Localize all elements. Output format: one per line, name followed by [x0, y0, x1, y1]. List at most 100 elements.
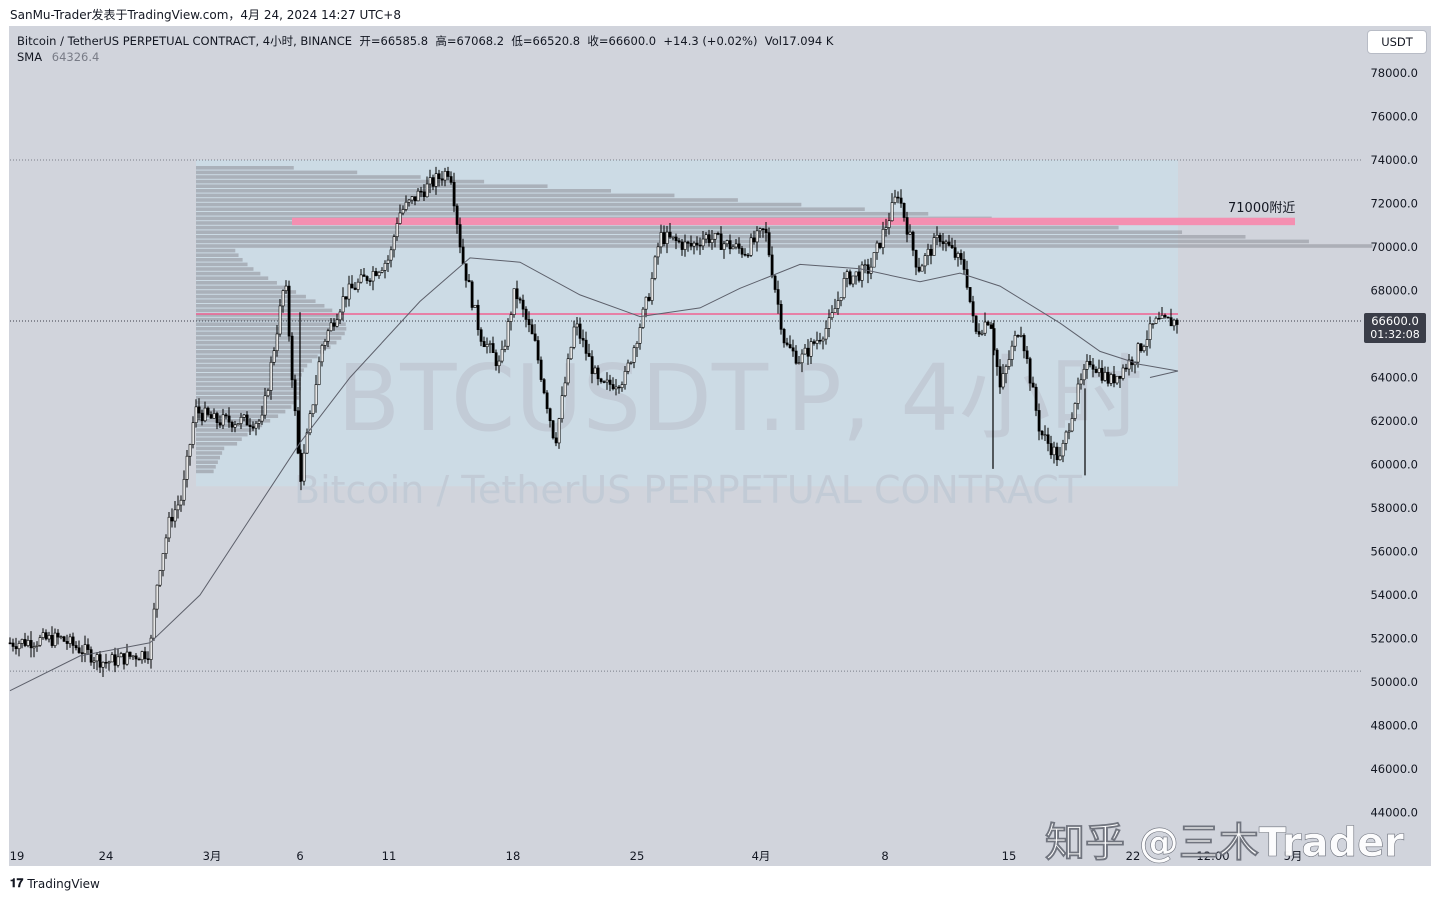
candle-body-40 — [128, 651, 132, 657]
volume-profile-bar-65 — [196, 465, 216, 469]
candle-body-180 — [548, 408, 552, 422]
tradingview-logo-icon: 𝟏𝟕 — [10, 876, 24, 890]
candle-body-106 — [326, 330, 330, 342]
candle-body-130 — [398, 212, 402, 224]
candle-body-361 — [1091, 364, 1095, 370]
candle-body-41 — [131, 655, 135, 658]
currency-button[interactable]: USDT — [1367, 30, 1427, 54]
x-tick-label: 19 — [10, 849, 25, 863]
candle-body-50 — [158, 570, 162, 586]
candle-body-275 — [833, 308, 837, 313]
footer-brand[interactable]: 𝟏𝟕 TradingView — [10, 876, 100, 891]
candle-body-152 — [464, 263, 468, 281]
y-tick-label: 60000.0 — [1370, 458, 1418, 472]
candle-body-268 — [812, 341, 816, 344]
candle-body-48 — [152, 608, 156, 639]
candle-body-132 — [404, 201, 408, 210]
candle-body-259 — [785, 342, 789, 345]
candle-body-318 — [962, 259, 966, 270]
x-tick-label: 22 — [1126, 849, 1141, 863]
candle-body-285 — [863, 264, 867, 267]
volume-profile-bar-35 — [196, 327, 347, 331]
candle-body-276 — [836, 300, 840, 309]
volume-profile-bar-26 — [196, 285, 287, 290]
candle-body-228 — [692, 242, 696, 247]
sma-row[interactable]: SMA 64326.4 — [17, 49, 833, 65]
candle-body-214 — [650, 278, 654, 301]
price-tag[interactable] — [1364, 312, 1426, 343]
candle-body-163 — [497, 360, 501, 367]
candle-body-226 — [686, 241, 690, 244]
candle-body-88 — [272, 350, 276, 363]
candle-body-211 — [641, 308, 645, 328]
candle-body-7 — [29, 640, 33, 649]
candle-body-4 — [20, 639, 24, 644]
volume-profile-bar-42 — [196, 359, 312, 363]
volume-profile-bar-63 — [196, 455, 220, 460]
candle-body-339 — [1025, 350, 1029, 360]
candle-body-111 — [341, 296, 345, 313]
candle-body-236 — [716, 233, 720, 235]
candle-body-19 — [65, 641, 69, 644]
candle-body-235 — [713, 233, 717, 240]
candle-body-86 — [266, 390, 270, 397]
volume-profile-bar-19 — [196, 253, 239, 257]
candle-body-148 — [452, 182, 456, 207]
candle-body-158 — [482, 341, 486, 348]
candle-body-31 — [101, 661, 105, 668]
candle-body-85 — [263, 395, 267, 416]
volume-profile-bar-24 — [196, 276, 269, 280]
candle-body-322 — [974, 315, 978, 332]
candle-body-18 — [62, 636, 66, 642]
candle-body-43 — [137, 658, 141, 661]
candle-body-90 — [278, 305, 282, 335]
candle-body-312 — [944, 241, 948, 244]
candle-body-231 — [701, 238, 705, 247]
resistance-band[interactable] — [292, 217, 1295, 226]
candle-body-27 — [89, 649, 93, 663]
candle-body-224 — [680, 241, 684, 250]
candle-body-306 — [926, 248, 930, 256]
x-tick-label: 3月 — [203, 849, 222, 863]
volume-profile-bar-48 — [196, 386, 301, 391]
candle-body-200 — [608, 379, 612, 385]
candle-body-75 — [233, 424, 237, 428]
candle-body-80 — [248, 424, 252, 427]
candle-body-278 — [842, 278, 846, 299]
candle-body-363 — [1097, 367, 1101, 373]
candle-body-70 — [218, 422, 222, 426]
candle-body-177 — [539, 359, 543, 380]
candle-body-161 — [491, 343, 495, 353]
symbol-title[interactable]: Bitcoin / TetherUS PERPETUAL CONTRACT, 4… — [17, 34, 353, 48]
change-value: +14.3 (+0.02%) — [663, 34, 758, 48]
candle-body-196 — [596, 367, 600, 380]
candle-body-38 — [122, 653, 126, 665]
candle-body-230 — [698, 244, 702, 247]
candle-body-91 — [281, 290, 285, 307]
candle-body-294 — [890, 202, 894, 222]
candle-body-324 — [980, 332, 984, 335]
candle-body-199 — [605, 379, 609, 383]
candle-body-112 — [344, 296, 348, 300]
candle-body-122 — [374, 271, 378, 276]
candle-body-168 — [512, 288, 516, 315]
candle-body-267 — [809, 341, 813, 357]
candle-body-8 — [32, 646, 36, 649]
candle-body-185 — [563, 382, 567, 397]
volume-profile-bar-1 — [196, 170, 358, 175]
candle-body-364 — [1100, 367, 1104, 381]
candle-body-379 — [1145, 339, 1149, 347]
candle-body-207 — [629, 362, 633, 364]
y-tick-label: 58000.0 — [1370, 501, 1418, 515]
candle-body-295 — [893, 196, 897, 203]
candle-body-330 — [998, 366, 1002, 388]
candle-body-264 — [800, 353, 804, 364]
candle-body-64 — [200, 412, 204, 422]
y-tick-label: 72000.0 — [1370, 197, 1418, 211]
candle-body-156 — [476, 304, 480, 331]
x-tick-label: 8 — [881, 849, 888, 863]
candle-body-92 — [284, 285, 288, 291]
candle-body-299 — [905, 217, 909, 235]
y-tick-label: 54000.0 — [1370, 588, 1418, 602]
